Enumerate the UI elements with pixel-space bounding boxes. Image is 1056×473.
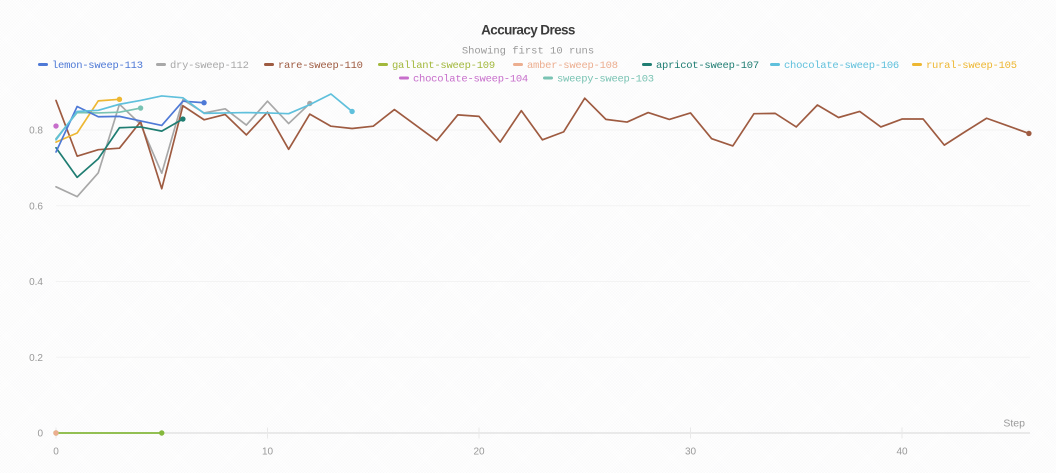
- svg-text:0.2: 0.2: [29, 353, 43, 364]
- svg-text:0.6: 0.6: [29, 201, 43, 212]
- svg-text:chocolate-sweep-104: chocolate-sweep-104: [413, 74, 528, 86]
- svg-text:amber-sweep-108: amber-sweep-108: [527, 60, 618, 72]
- svg-text:Step: Step: [1003, 418, 1025, 430]
- svg-text:gallant-sweep-109: gallant-sweep-109: [392, 60, 495, 72]
- svg-text:0: 0: [53, 447, 59, 458]
- svg-text:Showing first 10 runs: Showing first 10 runs: [462, 46, 594, 58]
- svg-text:0: 0: [37, 429, 43, 440]
- svg-text:rural-sweep-105: rural-sweep-105: [926, 60, 1017, 72]
- svg-text:chocolate-sweep-106: chocolate-sweep-106: [784, 60, 899, 72]
- svg-text:0.4: 0.4: [29, 277, 43, 288]
- svg-text:Accuracy Dress: Accuracy Dress: [481, 23, 575, 38]
- svg-text:0.8: 0.8: [29, 126, 43, 137]
- svg-text:rare-sweep-110: rare-sweep-110: [278, 60, 363, 72]
- svg-text:10: 10: [262, 447, 274, 458]
- svg-text:lemon-sweep-113: lemon-sweep-113: [52, 60, 143, 72]
- svg-text:30: 30: [685, 447, 697, 458]
- svg-text:40: 40: [896, 447, 908, 458]
- svg-text:apricot-sweep-107: apricot-sweep-107: [656, 60, 759, 72]
- svg-text:dry-sweep-112: dry-sweep-112: [170, 60, 249, 72]
- svg-text:sweepy-sweep-103: sweepy-sweep-103: [557, 74, 654, 86]
- svg-text:20: 20: [473, 447, 485, 458]
